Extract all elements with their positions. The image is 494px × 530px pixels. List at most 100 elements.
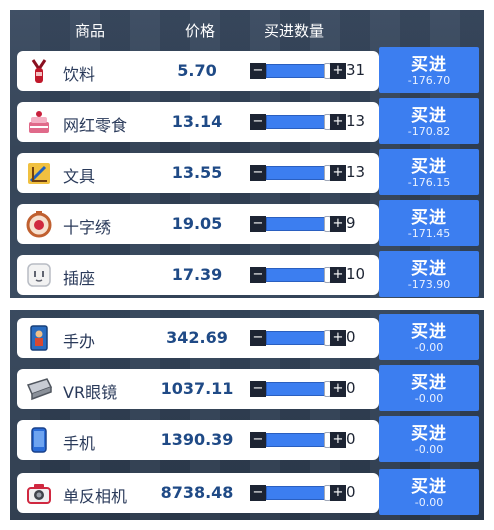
- buy-cost: -0.00: [414, 392, 444, 405]
- item-name: 文具: [63, 167, 96, 186]
- quantity-value: 13: [346, 163, 366, 181]
- buy-label: 买进: [411, 424, 447, 444]
- decrease-button[interactable]: −: [250, 165, 266, 181]
- list-item: 饮料 5.70 − + 31 买进 -176.70: [17, 47, 479, 93]
- section-divider: [10, 298, 484, 310]
- buy-button[interactable]: 买进 -0.00: [379, 314, 479, 360]
- item-name: 十字绣: [63, 218, 112, 237]
- quantity-value: 31: [346, 61, 366, 79]
- buy-cost: -0.00: [414, 341, 444, 354]
- decrease-button[interactable]: −: [250, 485, 266, 501]
- buy-button[interactable]: 买进 -176.15: [379, 149, 479, 195]
- item-price: 1390.39: [160, 430, 234, 449]
- increase-button[interactable]: +: [330, 381, 346, 397]
- quantity-value: 10: [346, 265, 366, 283]
- decrease-button[interactable]: −: [250, 330, 266, 346]
- item-card: 单反相机 8738.48 − + 0: [17, 473, 379, 513]
- item-card: 手办 342.69 − + 0: [17, 318, 379, 358]
- buy-label: 买进: [411, 55, 447, 75]
- item-card: 手机 1390.39 − + 0: [17, 420, 379, 460]
- item-name: 单反相机: [63, 487, 128, 506]
- quantity-stepper: − + 0: [250, 430, 358, 448]
- list-item: 手机 1390.39 − + 0 买进 -0.00: [17, 416, 479, 462]
- item-price: 8738.48: [160, 483, 234, 502]
- buy-label: 买进: [411, 477, 447, 497]
- quantity-slider-track[interactable]: [266, 331, 326, 345]
- decrease-button[interactable]: −: [250, 381, 266, 397]
- item-name: 插座: [63, 269, 96, 288]
- list-item: 文具 13.55 − + 13 买进 -176.15: [17, 149, 479, 195]
- quantity-stepper: − + 10: [250, 265, 365, 283]
- buy-cost: -0.00: [414, 443, 444, 456]
- embroidery-hoop-icon: [26, 211, 52, 238]
- item-card: 饮料 5.70 − + 31: [17, 51, 379, 91]
- vr-headset-icon: [26, 378, 53, 401]
- item-card: 插座 17.39 − + 10: [17, 255, 379, 295]
- item-price: 13.14: [171, 112, 223, 131]
- quantity-stepper: − + 31: [250, 61, 365, 79]
- item-price: 1037.11: [160, 379, 234, 398]
- item-name: 手机: [63, 434, 96, 453]
- list-item: 十字绣 19.05 − + 9 买进 -171.45: [17, 200, 479, 246]
- decrease-button[interactable]: −: [250, 432, 266, 448]
- list-item: VR眼镜 1037.11 − + 0 买进 -0.00: [17, 365, 479, 411]
- buy-cost: -0.00: [414, 496, 444, 509]
- buy-label: 买进: [411, 259, 447, 279]
- quantity-slider-track[interactable]: [266, 268, 326, 282]
- quantity-value: 13: [346, 112, 366, 130]
- figurine-card-icon: [30, 325, 48, 351]
- item-card: 网红零食 13.14 − + 13: [17, 102, 379, 142]
- quantity-slider-track[interactable]: [266, 486, 326, 500]
- list-item: 插座 17.39 − + 10 买进 -173.90: [17, 251, 479, 297]
- quantity-stepper: − + 0: [250, 328, 358, 346]
- stationery-icon: [28, 163, 50, 184]
- quantity-slider-track[interactable]: [266, 217, 326, 231]
- item-card: 文具 13.55 − + 13: [17, 153, 379, 193]
- quantity-slider-track[interactable]: [266, 115, 326, 129]
- dslr-camera-icon: [27, 484, 51, 504]
- increase-button[interactable]: +: [330, 63, 346, 79]
- buy-button[interactable]: 买进 -0.00: [379, 365, 479, 411]
- buy-label: 买进: [411, 322, 447, 342]
- increase-button[interactable]: +: [330, 216, 346, 232]
- increase-button[interactable]: +: [330, 330, 346, 346]
- decrease-button[interactable]: −: [250, 216, 266, 232]
- header-item: 商品: [75, 22, 106, 40]
- increase-button[interactable]: +: [330, 165, 346, 181]
- quantity-value: 9: [346, 214, 356, 232]
- quantity-slider-track[interactable]: [266, 433, 326, 447]
- buy-cost: -176.15: [407, 176, 451, 189]
- buy-button[interactable]: 买进 -173.90: [379, 251, 479, 297]
- decrease-button[interactable]: −: [250, 267, 266, 283]
- item-name: 手办: [63, 332, 96, 351]
- quantity-slider-track[interactable]: [266, 382, 326, 396]
- item-price: 5.70: [177, 61, 217, 80]
- buy-label: 买进: [411, 106, 447, 126]
- quantity-slider-track[interactable]: [266, 64, 326, 78]
- buy-label: 买进: [411, 157, 447, 177]
- list-item: 手办 342.69 − + 0 买进 -0.00: [17, 314, 479, 360]
- buy-button[interactable]: 买进 -170.82: [379, 98, 479, 144]
- buy-cost: -170.82: [407, 125, 451, 138]
- buy-label: 买进: [411, 373, 447, 393]
- table-header: 商品 价格 买进数量: [10, 10, 484, 48]
- decrease-button[interactable]: −: [250, 114, 266, 130]
- quantity-value: 0: [346, 430, 356, 448]
- cake-snack-icon: [29, 111, 49, 133]
- buy-button[interactable]: 买进 -0.00: [379, 416, 479, 462]
- power-socket-icon: [27, 263, 51, 287]
- quantity-slider-track[interactable]: [266, 166, 326, 180]
- item-name: 饮料: [63, 65, 96, 84]
- buy-button[interactable]: 买进 -0.00: [379, 469, 479, 515]
- increase-button[interactable]: +: [330, 485, 346, 501]
- increase-button[interactable]: +: [330, 267, 346, 283]
- decrease-button[interactable]: −: [250, 63, 266, 79]
- buy-button[interactable]: 买进 -176.70: [379, 47, 479, 93]
- increase-button[interactable]: +: [330, 114, 346, 130]
- quantity-stepper: − + 9: [250, 214, 358, 232]
- quantity-stepper: − + 13: [250, 163, 365, 181]
- increase-button[interactable]: +: [330, 432, 346, 448]
- item-card: 十字绣 19.05 − + 9: [17, 204, 379, 244]
- buy-button[interactable]: 买进 -171.45: [379, 200, 479, 246]
- header-price: 价格: [185, 22, 216, 40]
